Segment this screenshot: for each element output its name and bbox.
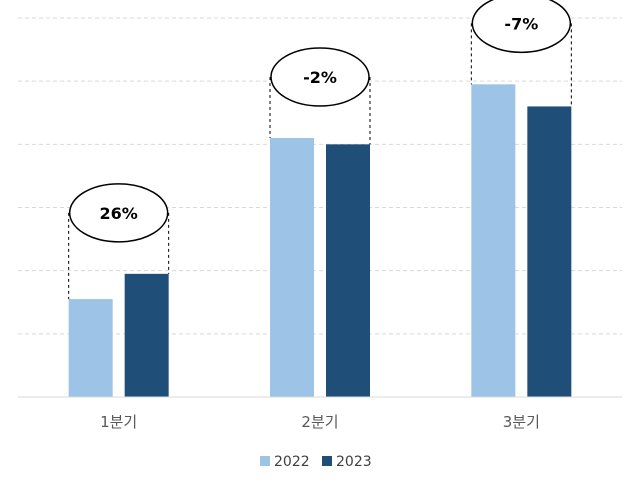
bar-2022-2 bbox=[270, 138, 314, 397]
bar-2023-1 bbox=[124, 273, 169, 397]
category-label: 1분기 bbox=[100, 413, 137, 431]
legend-label-2023: 2023 bbox=[336, 454, 372, 470]
annotation-ellipse bbox=[471, 0, 572, 54]
legend-label-2022: 2022 bbox=[274, 454, 310, 470]
bar-2023-2 bbox=[326, 144, 370, 397]
growth-annotations: 26% -2% -7% bbox=[68, 0, 572, 300]
bar-2022-3 bbox=[471, 84, 516, 397]
bar-2023-3 bbox=[527, 106, 572, 397]
category-labels: 1분기 2분기 3분기 bbox=[100, 413, 540, 431]
legend-swatch-2023 bbox=[322, 456, 332, 466]
annotation-ellipse bbox=[68, 183, 169, 243]
annotation-ellipse bbox=[270, 47, 370, 107]
bar-2022-1 bbox=[68, 299, 113, 397]
growth-label: -7% bbox=[504, 14, 538, 33]
category-label: 3분기 bbox=[503, 413, 540, 431]
growth-label: -2% bbox=[303, 68, 337, 87]
legend: 2022 2023 bbox=[260, 454, 372, 470]
growth-label: 26% bbox=[100, 204, 138, 223]
category-label: 2분기 bbox=[301, 413, 338, 431]
legend-swatch-2022 bbox=[260, 456, 270, 466]
bars bbox=[68, 84, 572, 397]
